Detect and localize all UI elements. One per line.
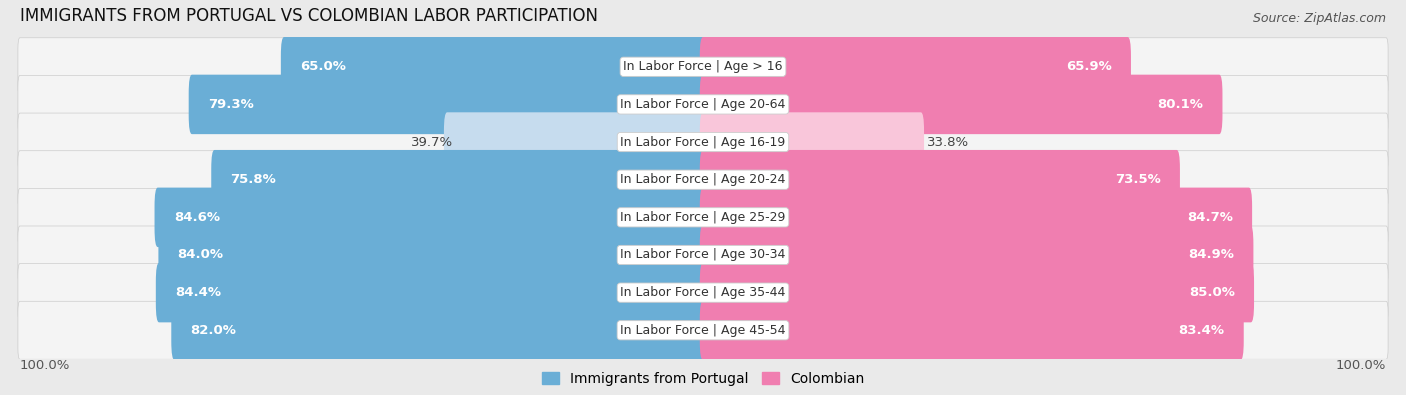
Text: IMMIGRANTS FROM PORTUGAL VS COLOMBIAN LABOR PARTICIPATION: IMMIGRANTS FROM PORTUGAL VS COLOMBIAN LA…: [20, 7, 598, 24]
Text: 84.0%: 84.0%: [177, 248, 224, 261]
FancyBboxPatch shape: [700, 188, 1253, 247]
Text: In Labor Force | Age 30-34: In Labor Force | Age 30-34: [620, 248, 786, 261]
FancyBboxPatch shape: [700, 112, 924, 172]
Text: 65.0%: 65.0%: [301, 60, 346, 73]
Text: 80.1%: 80.1%: [1157, 98, 1204, 111]
Text: In Labor Force | Age 16-19: In Labor Force | Age 16-19: [620, 135, 786, 149]
FancyBboxPatch shape: [18, 188, 1388, 246]
Text: 100.0%: 100.0%: [1336, 359, 1386, 372]
Text: In Labor Force | Age 25-29: In Labor Force | Age 25-29: [620, 211, 786, 224]
FancyBboxPatch shape: [159, 225, 706, 285]
Text: 33.8%: 33.8%: [928, 135, 969, 149]
FancyBboxPatch shape: [18, 263, 1388, 322]
FancyBboxPatch shape: [700, 150, 1180, 209]
FancyBboxPatch shape: [211, 150, 706, 209]
FancyBboxPatch shape: [18, 113, 1388, 171]
FancyBboxPatch shape: [18, 301, 1388, 359]
Text: 75.8%: 75.8%: [231, 173, 277, 186]
FancyBboxPatch shape: [18, 226, 1388, 284]
Text: In Labor Force | Age 20-24: In Labor Force | Age 20-24: [620, 173, 786, 186]
Text: In Labor Force | Age 45-54: In Labor Force | Age 45-54: [620, 324, 786, 337]
Text: 65.9%: 65.9%: [1066, 60, 1112, 73]
FancyBboxPatch shape: [172, 301, 706, 360]
FancyBboxPatch shape: [700, 263, 1254, 322]
FancyBboxPatch shape: [700, 75, 1222, 134]
FancyBboxPatch shape: [700, 301, 1244, 360]
FancyBboxPatch shape: [281, 37, 706, 96]
FancyBboxPatch shape: [700, 37, 1130, 96]
Text: 73.5%: 73.5%: [1115, 173, 1160, 186]
FancyBboxPatch shape: [18, 151, 1388, 209]
FancyBboxPatch shape: [444, 112, 706, 172]
FancyBboxPatch shape: [155, 188, 706, 247]
FancyBboxPatch shape: [188, 75, 706, 134]
Text: 84.9%: 84.9%: [1188, 248, 1234, 261]
Text: 100.0%: 100.0%: [20, 359, 70, 372]
Text: 84.6%: 84.6%: [174, 211, 219, 224]
FancyBboxPatch shape: [18, 38, 1388, 96]
Text: 85.0%: 85.0%: [1189, 286, 1234, 299]
Legend: Immigrants from Portugal, Colombian: Immigrants from Portugal, Colombian: [536, 366, 870, 391]
Text: 39.7%: 39.7%: [412, 135, 454, 149]
Text: 84.7%: 84.7%: [1187, 211, 1233, 224]
Text: In Labor Force | Age 35-44: In Labor Force | Age 35-44: [620, 286, 786, 299]
FancyBboxPatch shape: [156, 263, 706, 322]
Text: 82.0%: 82.0%: [191, 324, 236, 337]
FancyBboxPatch shape: [700, 225, 1253, 285]
Text: In Labor Force | Age 20-64: In Labor Force | Age 20-64: [620, 98, 786, 111]
Text: 84.4%: 84.4%: [176, 286, 221, 299]
Text: 83.4%: 83.4%: [1178, 324, 1225, 337]
FancyBboxPatch shape: [18, 75, 1388, 134]
Text: Source: ZipAtlas.com: Source: ZipAtlas.com: [1253, 11, 1386, 24]
Text: 79.3%: 79.3%: [208, 98, 253, 111]
Text: In Labor Force | Age > 16: In Labor Force | Age > 16: [623, 60, 783, 73]
